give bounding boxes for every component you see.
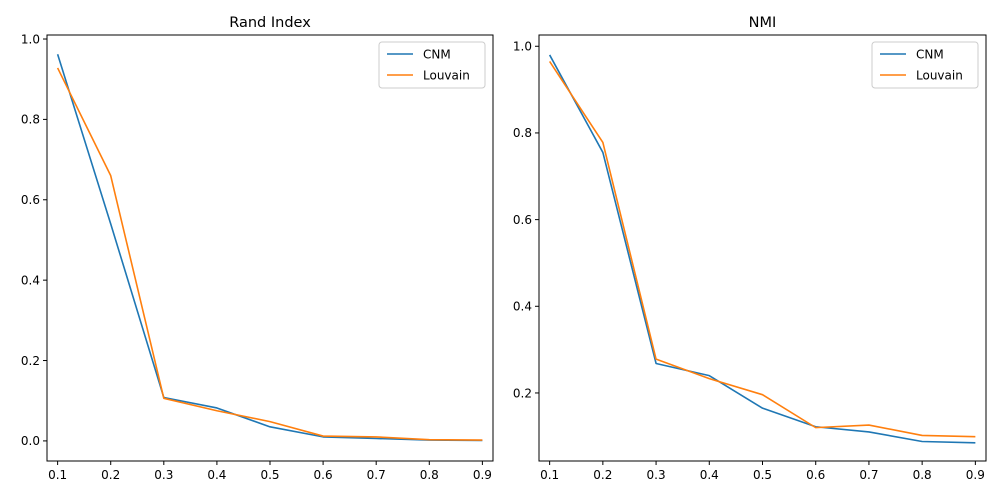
nmi-chart: NMI 0.1 0.2 0.3 0.4 0.5 0.6 0.7 0.8 0.9 0.2 0.4 0.6 0… <box>513 15 987 482</box>
rand-index-title: Rand Index <box>229 15 311 31</box>
nmi-series-louvain-line <box>548 61 976 438</box>
rand-index-x-tick-label: 0.2 <box>101 468 120 482</box>
rand-index-y-tick-label: 1.0 <box>21 32 40 46</box>
nmi-x-tick-label: 0.9 <box>966 468 985 482</box>
nmi-title: NMI <box>749 15 777 31</box>
rand-index-y-tick-label: 0.6 <box>21 193 40 207</box>
rand-index-x-tick-label: 0.3 <box>154 468 173 482</box>
nmi-x-tick-label: 0.7 <box>859 468 878 482</box>
rand-index-y-tick-label: 0.2 <box>21 354 40 368</box>
nmi-y-tick-label: 0.8 <box>513 126 532 140</box>
nmi-legend-label-cnm: CNM <box>916 47 944 61</box>
rand-index-y-tick-label: 0.4 <box>21 273 40 287</box>
rand-index-y-tick-label: 0.0 <box>21 434 40 448</box>
nmi-x-tick-label: 0.8 <box>913 468 932 482</box>
rand-index-x-tick-label: 0.1 <box>48 468 67 482</box>
rand-index-x-tick-label: 0.4 <box>207 468 226 482</box>
nmi-legend: CNM Louvain <box>871 41 979 89</box>
nmi-x-tick-label: 0.3 <box>647 468 666 482</box>
rand-index-y-tick-label: 0.8 <box>21 113 40 127</box>
rand-index-series-cnm-line <box>56 54 483 442</box>
nmi-y-tick-label: 0.4 <box>513 300 532 314</box>
nmi-axes-frame <box>538 34 987 462</box>
rand-index-x-tick-label: 0.7 <box>367 468 386 482</box>
rand-index-legend-label-cnm: CNM <box>423 47 451 61</box>
rand-index-axes-frame <box>46 34 494 462</box>
rand-index-x-tick-label: 0.8 <box>420 468 439 482</box>
nmi-y-tick-label: 0.2 <box>513 386 532 400</box>
rand-index-series-louvain-line <box>56 67 483 441</box>
nmi-x-tick-label: 0.4 <box>700 468 719 482</box>
rand-index-x-tick-label: 0.6 <box>314 468 333 482</box>
rand-index-chart: Rand Index 0.1 0.2 0.3 0.4 0.5 0.6 0.7 0.8 0.9 0.0… <box>21 15 494 482</box>
rand-index-legend-label-louvain: Louvain <box>423 68 470 82</box>
nmi-series-cnm-line <box>548 54 976 444</box>
nmi-x-tick-label: 0.2 <box>593 468 612 482</box>
rand-index-x-tick-label: 0.9 <box>473 468 492 482</box>
nmi-x-tick-label: 0.5 <box>753 468 772 482</box>
nmi-x-tick-label: 0.1 <box>540 468 559 482</box>
nmi-x-tick-label: 0.6 <box>806 468 825 482</box>
nmi-y-tick-label: 1.0 <box>513 40 532 54</box>
nmi-legend-label-louvain: Louvain <box>916 68 963 82</box>
nmi-y-tick-label: 0.6 <box>513 213 532 227</box>
rand-index-x-tick-label: 0.5 <box>260 468 279 482</box>
rand-index-legend: CNM Louvain <box>378 41 486 89</box>
